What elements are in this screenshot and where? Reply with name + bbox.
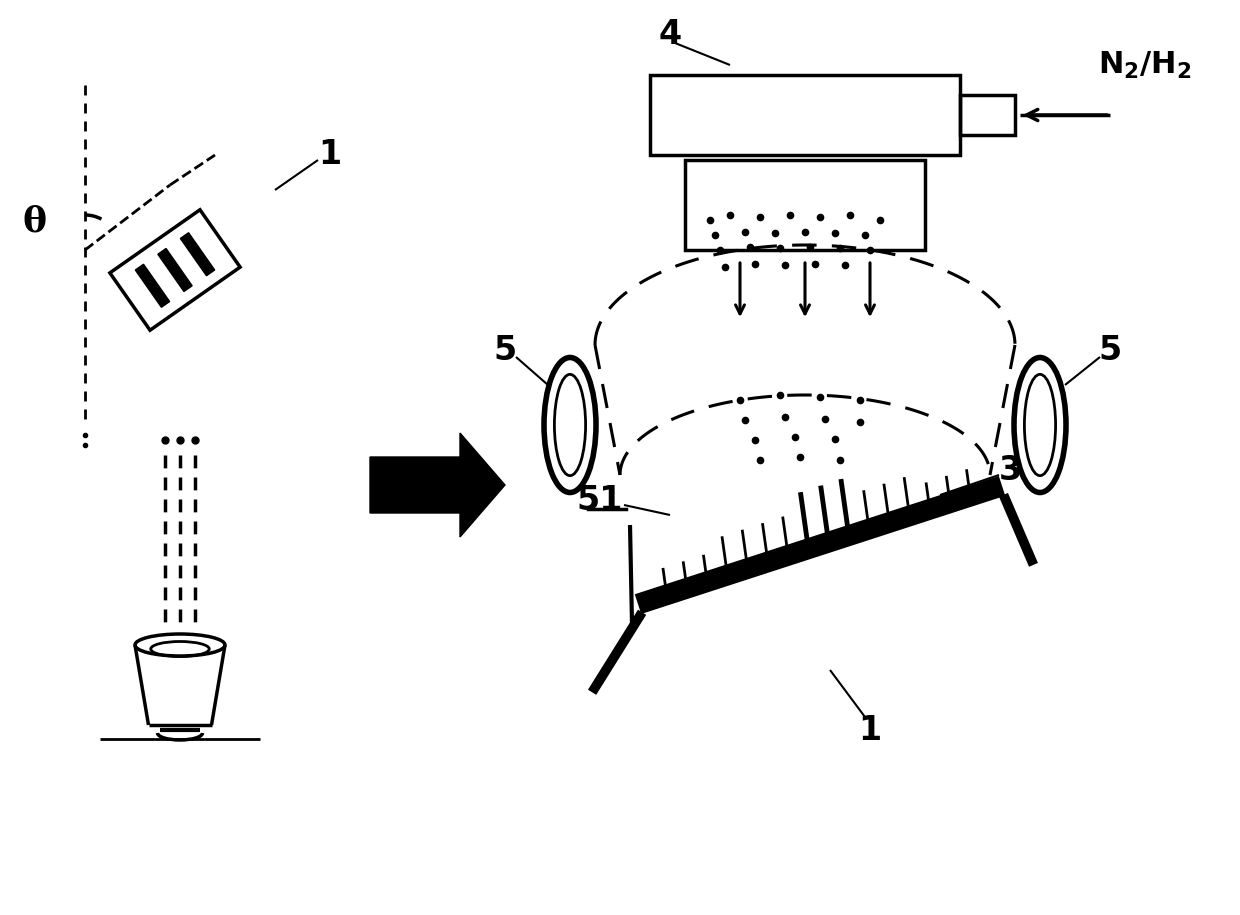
Text: 1: 1 — [319, 138, 341, 171]
Bar — [650, 75, 960, 155]
Text: 3: 3 — [998, 454, 1022, 487]
Polygon shape — [180, 232, 215, 275]
Polygon shape — [636, 478, 1003, 612]
Text: θ: θ — [22, 205, 47, 239]
Text: 4: 4 — [658, 18, 682, 51]
Bar — [960, 95, 1016, 135]
Text: 1: 1 — [858, 714, 882, 747]
Text: $\mathbf{N_2/H_2}$: $\mathbf{N_2/H_2}$ — [1099, 49, 1192, 81]
Polygon shape — [370, 433, 505, 537]
Text: 5: 5 — [1099, 333, 1122, 367]
Bar — [684, 160, 925, 250]
Text: 51: 51 — [577, 483, 624, 516]
Polygon shape — [157, 249, 192, 292]
Text: 5: 5 — [494, 333, 517, 367]
Polygon shape — [135, 264, 170, 307]
